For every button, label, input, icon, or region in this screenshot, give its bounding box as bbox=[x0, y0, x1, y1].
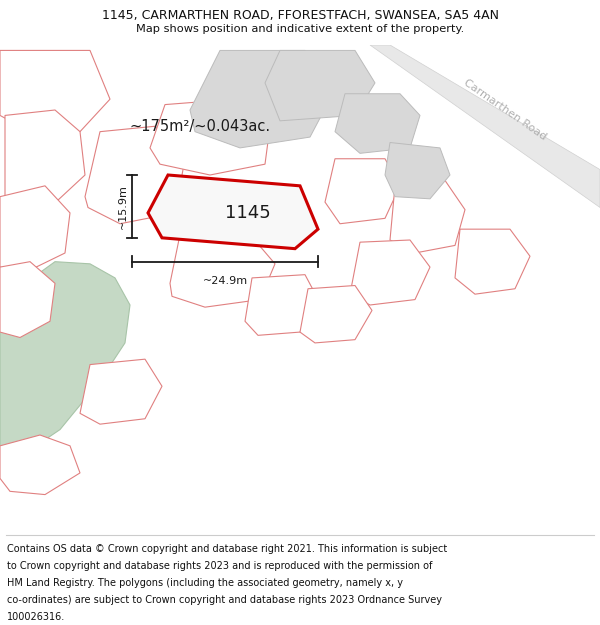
Polygon shape bbox=[265, 51, 375, 121]
Polygon shape bbox=[0, 262, 130, 457]
Polygon shape bbox=[5, 110, 85, 208]
Polygon shape bbox=[0, 186, 70, 272]
Polygon shape bbox=[148, 175, 318, 249]
Polygon shape bbox=[190, 51, 330, 148]
Polygon shape bbox=[300, 286, 372, 343]
Polygon shape bbox=[350, 240, 430, 305]
Polygon shape bbox=[335, 94, 420, 153]
Polygon shape bbox=[80, 359, 162, 424]
Polygon shape bbox=[0, 262, 55, 338]
Text: Map shows position and indicative extent of the property.: Map shows position and indicative extent… bbox=[136, 24, 464, 34]
Polygon shape bbox=[85, 126, 185, 224]
Text: 1145: 1145 bbox=[225, 204, 271, 222]
Polygon shape bbox=[390, 181, 465, 253]
Text: ~24.9m: ~24.9m bbox=[202, 276, 248, 286]
Text: 100026316.: 100026316. bbox=[7, 612, 65, 622]
Text: co-ordinates) are subject to Crown copyright and database rights 2023 Ordnance S: co-ordinates) are subject to Crown copyr… bbox=[7, 595, 442, 605]
Text: 1145, CARMARTHEN ROAD, FFORESTFACH, SWANSEA, SA5 4AN: 1145, CARMARTHEN ROAD, FFORESTFACH, SWAN… bbox=[101, 9, 499, 22]
Text: to Crown copyright and database rights 2023 and is reproduced with the permissio: to Crown copyright and database rights 2… bbox=[7, 561, 433, 571]
Text: HM Land Registry. The polygons (including the associated geometry, namely x, y: HM Land Registry. The polygons (includin… bbox=[7, 578, 403, 588]
Polygon shape bbox=[150, 99, 270, 175]
Polygon shape bbox=[385, 142, 450, 199]
Polygon shape bbox=[0, 51, 110, 137]
Polygon shape bbox=[370, 45, 600, 208]
Polygon shape bbox=[245, 274, 320, 336]
Text: ~15.9m: ~15.9m bbox=[118, 184, 128, 229]
Text: Contains OS data © Crown copyright and database right 2021. This information is : Contains OS data © Crown copyright and d… bbox=[7, 544, 448, 554]
Polygon shape bbox=[325, 159, 400, 224]
Text: Carmarthen Road: Carmarthen Road bbox=[462, 78, 548, 142]
Text: ~175m²/~0.043ac.: ~175m²/~0.043ac. bbox=[130, 119, 271, 134]
Polygon shape bbox=[170, 234, 275, 307]
Polygon shape bbox=[0, 435, 80, 494]
Polygon shape bbox=[455, 229, 530, 294]
